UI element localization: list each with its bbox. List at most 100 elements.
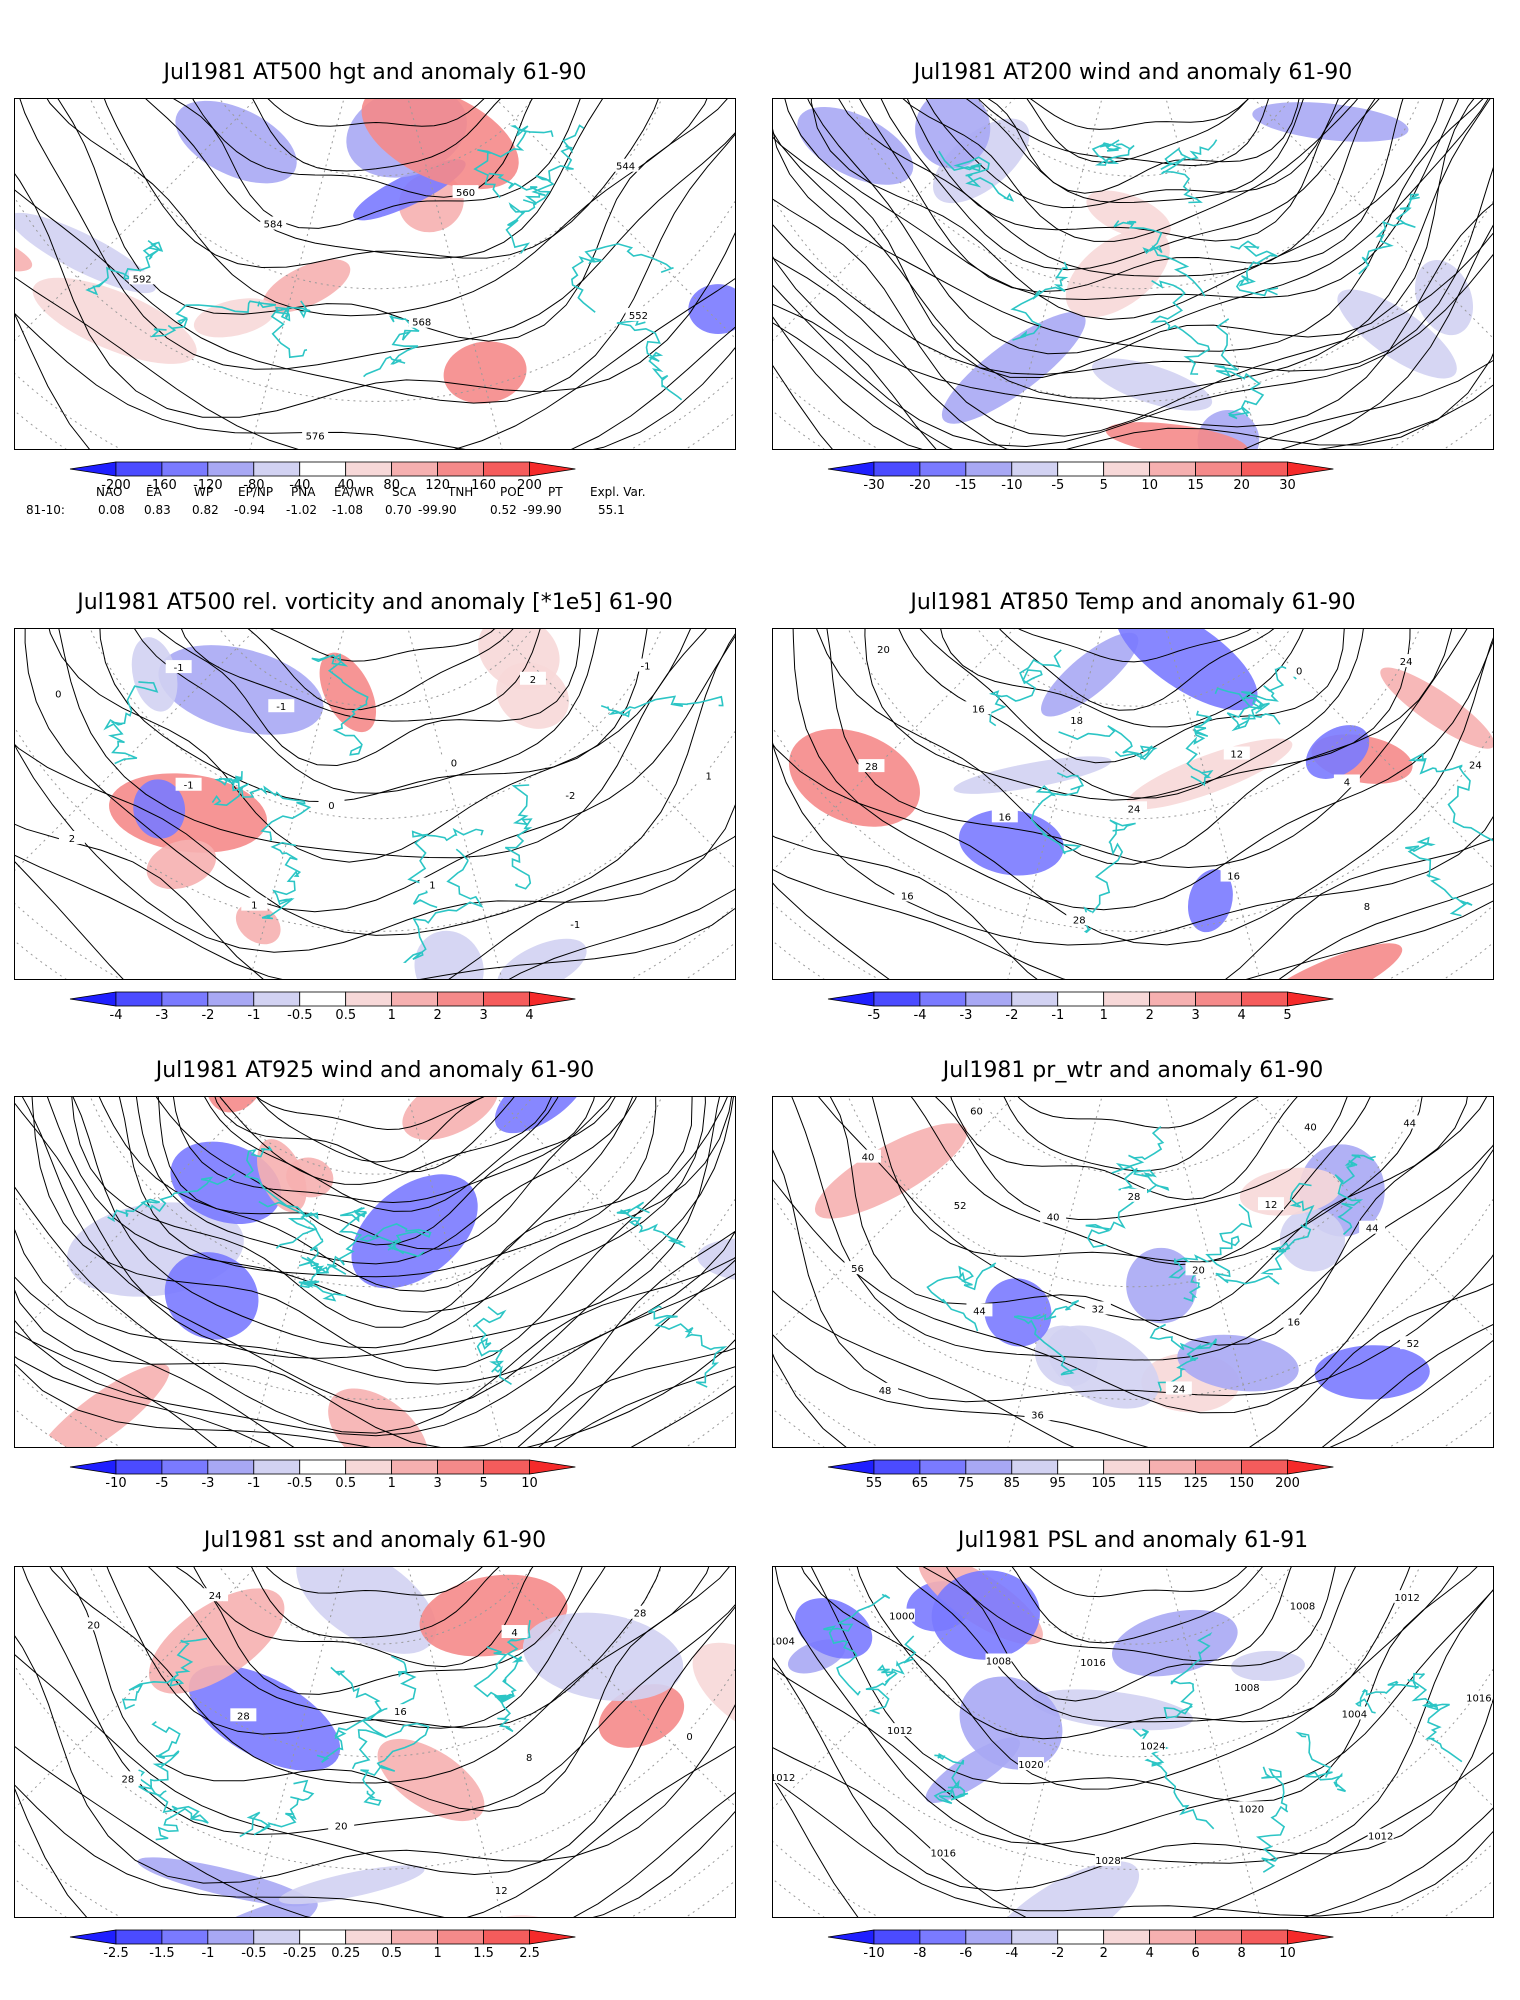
colorbar-swatch: [828, 1459, 875, 1475]
contour-line: [178, 1567, 576, 1639]
panel-title: Jul1981 AT925 wind and anomaly 61-90: [155, 1058, 595, 1083]
contour-value-label: 12: [495, 1886, 508, 1897]
anomaly-shading: [986, 1861, 1140, 1917]
colorbar-swatch: [873, 991, 921, 1007]
contour-line: [98, 629, 665, 803]
colorbar-tick-label: -3: [959, 1008, 973, 1023]
anomaly-shading: [1252, 102, 1409, 142]
contour-value-label: 592: [133, 274, 152, 285]
anomaly-shading: [697, 1238, 735, 1283]
contour-value-label: 28: [865, 762, 878, 773]
contour-value-label: 1012: [1394, 1593, 1419, 1604]
map-panel-p6: Jul1981 pr_wtr and anomaly 61-90 44 40 44 52…: [772, 1058, 1494, 1500]
colorbar-swatch: [828, 991, 875, 1007]
colorbar-tick-label: 6: [1191, 1946, 1200, 1961]
coastline: [1256, 1766, 1289, 1873]
anomaly-shading: [131, 637, 178, 712]
colorbar-swatch: [873, 1929, 921, 1945]
latitude-circle: [65, 1567, 687, 1758]
contour-line: [211, 99, 541, 127]
panel-title: Jul1981 AT500 hgt and anomaly 61-90: [163, 60, 587, 85]
coastline: [1091, 139, 1135, 166]
colorbar-swatch: [965, 461, 1013, 477]
colorbar-tick-label: 125: [1183, 1476, 1209, 1491]
contour-value-label: 28: [237, 1711, 250, 1722]
colorbar-swatch: [1011, 1459, 1059, 1475]
polar-map-svg: 544 552 560 568 576 584 592: [15, 99, 735, 449]
colorbar-swatch: [1057, 1929, 1105, 1945]
meridian-line: [229, 1567, 377, 1917]
contour-line: [773, 1097, 1493, 1403]
contour-line: [15, 99, 735, 449]
contour-value-label: 1: [251, 901, 257, 912]
anomaly-shading: [235, 903, 281, 945]
colorbar-tick-label: 8: [1237, 1946, 1246, 1961]
colorbar-tick-label: 1: [433, 1946, 442, 1961]
colorbar-swatches: [70, 1459, 576, 1475]
contour-value-label: 1012: [887, 1726, 912, 1737]
contour-line: [773, 1097, 1493, 1346]
tele-header-eawr: EA/WR: [334, 485, 375, 499]
colorbar-swatch: [1287, 1929, 1334, 1945]
anomaly-shading: [361, 99, 519, 190]
contour-value-label: 1008: [1234, 1683, 1259, 1694]
colorbar-swatch: [299, 1459, 347, 1475]
contour-value-label: 20: [1192, 1265, 1205, 1276]
colorbar-swatch: [1149, 1459, 1197, 1475]
contour-line: [773, 629, 1493, 946]
streamline: [773, 99, 1493, 449]
colorbar-tick-label: 10: [521, 1476, 538, 1491]
streamline: [956, 99, 1322, 164]
contour-line: [780, 629, 1493, 911]
map-plot-area: 1012 1016 1008 1004 1012 1008 1020 1024 1028 1016…: [772, 1566, 1494, 1918]
contour-line: [15, 99, 735, 342]
contour-value-label: 20: [335, 1821, 348, 1832]
colorbar-swatch: [345, 991, 393, 1007]
contour-value-label: 24: [209, 1591, 222, 1602]
colorbar-swatch: [207, 1929, 255, 1945]
coastline: [330, 1666, 388, 1770]
streamline: [911, 99, 1348, 204]
colorbar-swatch: [873, 1459, 921, 1475]
streamline: [781, 99, 1493, 355]
contour-value-label: -1: [570, 920, 580, 931]
contour-line: [773, 1567, 1493, 1892]
contour-value-label: 1020: [1239, 1804, 1264, 1815]
colorbar-tick-label: -10: [105, 1476, 127, 1491]
contour-value-label: 1024: [1140, 1742, 1165, 1753]
tele-header-pt: PT: [548, 485, 563, 499]
colorbar-swatch: [437, 991, 485, 1007]
contour-line: [15, 99, 735, 404]
contour-value-label: 8: [1364, 902, 1370, 913]
anomaly-shading: [1247, 943, 1403, 979]
meridian-line: [15, 1097, 377, 1124]
colorbar: -10 -5 -3 -1 -0.5 0.5 1 3 5 10: [70, 1459, 576, 1496]
map-panel-p7: Jul1981 sst and anomaly 61-90 28 0 4 8 12 16 20…: [14, 1528, 736, 1970]
colorbar-tick-label: -2: [1005, 1008, 1019, 1023]
meridian-line: [773, 629, 1135, 908]
tele-value-pt: -99.90: [523, 503, 562, 517]
contour-value-label: 20: [87, 1620, 100, 1631]
colorbar-swatch: [1287, 1459, 1334, 1475]
latitude-circle: [65, 1097, 687, 1288]
contour-value-label: 1016: [1080, 1658, 1105, 1669]
anomaly-shading: [1415, 260, 1474, 336]
contour-value-label: 576: [306, 431, 325, 442]
streamline: [193, 1097, 554, 1163]
colorbar-swatches: [828, 461, 1334, 477]
anomaly-shading: [788, 728, 920, 827]
coastline: [1260, 1182, 1315, 1275]
colorbar-tick-label: 200: [1275, 1476, 1300, 1491]
coastline: [261, 841, 302, 920]
contour-line: [188, 629, 577, 711]
contour-line: [778, 629, 1493, 869]
coastline: [234, 771, 312, 841]
colorbar-swatch: [391, 991, 439, 1007]
meridian-line: [375, 629, 523, 979]
contour-value-label: 24: [1400, 657, 1413, 668]
coastline: [1358, 193, 1420, 275]
meridian-line: [1133, 99, 1493, 378]
coastline: [988, 649, 1062, 727]
meridian-line: [1133, 629, 1281, 979]
tele-value-pol: 0.52: [490, 503, 517, 517]
